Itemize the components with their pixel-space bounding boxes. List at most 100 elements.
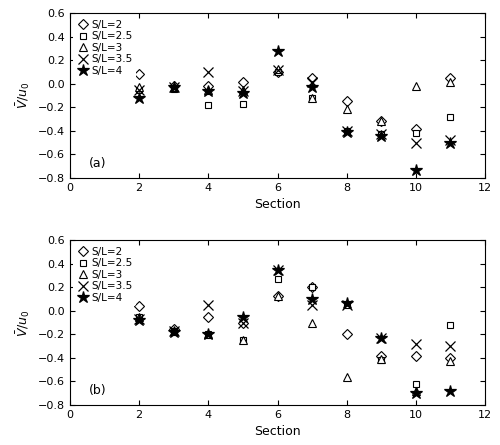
S/L=2 xyxy=(136,303,142,309)
S/L=3.5 xyxy=(240,320,246,325)
S/L=3.5 xyxy=(309,303,315,308)
S/L=3 xyxy=(171,85,177,90)
S/L=3 xyxy=(448,79,454,84)
Line: S/L=2.5: S/L=2.5 xyxy=(136,69,454,138)
S/L=2 xyxy=(171,84,177,89)
Y-axis label: $\bar{V}/u_0$: $\bar{V}/u_0$ xyxy=(15,82,32,109)
S/L=3.5 xyxy=(274,67,280,73)
S/L=2.5 xyxy=(344,303,349,308)
S/L=4 xyxy=(136,318,142,323)
S/L=4 xyxy=(378,335,384,340)
S/L=3 xyxy=(240,338,246,343)
S/L=2.5 xyxy=(274,69,280,75)
S/L=3.5 xyxy=(136,316,142,322)
S/L=2 xyxy=(309,75,315,81)
S/L=2 xyxy=(378,119,384,124)
S/L=3 xyxy=(413,84,419,89)
S/L=2 xyxy=(274,69,280,75)
S/L=2.5 xyxy=(309,95,315,101)
S/L=4 xyxy=(309,296,315,302)
S/L=2.5 xyxy=(171,328,177,334)
S/L=2.5 xyxy=(413,381,419,386)
S/L=3.5 xyxy=(413,341,419,347)
S/L=2 xyxy=(378,353,384,358)
S/L=3.5 xyxy=(274,267,280,272)
Line: S/L=3: S/L=3 xyxy=(135,65,454,125)
S/L=3.5 xyxy=(309,79,315,84)
S/L=3.5 xyxy=(206,303,212,308)
S/L=4 xyxy=(448,388,454,393)
S/L=4 xyxy=(378,133,384,138)
S/L=2.5 xyxy=(448,322,454,328)
S/L=2.5 xyxy=(309,285,315,290)
S/L=2.5 xyxy=(240,338,246,343)
Text: (a): (a) xyxy=(89,157,106,170)
S/L=4 xyxy=(344,300,349,305)
S/L=2 xyxy=(136,72,142,77)
S/L=2.5 xyxy=(171,86,177,91)
Line: S/L=3.5: S/L=3.5 xyxy=(134,65,456,147)
S/L=2 xyxy=(274,293,280,298)
S/L=3 xyxy=(413,388,419,393)
Legend: S/L=2, S/L=2.5, S/L=3, S/L=3.5, S/L=4: S/L=2, S/L=2.5, S/L=3, S/L=3.5, S/L=4 xyxy=(73,243,136,306)
S/L=3 xyxy=(309,95,315,101)
S/L=3 xyxy=(206,332,212,337)
S/L=2.5 xyxy=(378,358,384,363)
S/L=3.5 xyxy=(171,328,177,334)
S/L=2 xyxy=(448,75,454,81)
S/L=2 xyxy=(240,79,246,84)
S/L=2 xyxy=(448,355,454,360)
S/L=3 xyxy=(136,85,142,90)
S/L=2 xyxy=(206,84,212,89)
S/L=3 xyxy=(378,356,384,362)
S/L=2 xyxy=(171,326,177,331)
S/L=3.5 xyxy=(240,88,246,93)
S/L=3 xyxy=(274,293,280,298)
S/L=3.5 xyxy=(413,140,419,146)
S/L=2 xyxy=(309,285,315,290)
S/L=4 xyxy=(206,332,212,337)
S/L=3.5 xyxy=(378,132,384,137)
S/L=4 xyxy=(448,140,454,146)
S/L=2 xyxy=(206,314,212,320)
S/L=4 xyxy=(274,267,280,272)
S/L=2.5 xyxy=(448,114,454,119)
S/L=2.5 xyxy=(344,128,349,134)
S/L=3 xyxy=(309,320,315,325)
S/L=3.5 xyxy=(448,344,454,349)
S/L=3.5 xyxy=(136,87,142,93)
Legend: S/L=2, S/L=2.5, S/L=3, S/L=3.5, S/L=4: S/L=2, S/L=2.5, S/L=3, S/L=3.5, S/L=4 xyxy=(73,16,136,79)
S/L=3 xyxy=(344,374,349,380)
S/L=4 xyxy=(240,314,246,320)
S/L=3.5 xyxy=(171,85,177,90)
S/L=2 xyxy=(344,332,349,337)
Line: S/L=2.5: S/L=2.5 xyxy=(136,276,454,387)
S/L=2.5 xyxy=(206,102,212,108)
S/L=4 xyxy=(136,95,142,101)
S/L=3 xyxy=(171,328,177,334)
S/L=2 xyxy=(413,126,419,131)
S/L=3.5 xyxy=(448,138,454,143)
S/L=2.5 xyxy=(206,332,212,337)
Line: S/L=2: S/L=2 xyxy=(136,284,454,361)
S/L=3 xyxy=(206,87,212,93)
S/L=4 xyxy=(413,167,419,172)
S/L=3 xyxy=(378,119,384,124)
Line: S/L=4: S/L=4 xyxy=(133,44,456,176)
Line: S/L=3: S/L=3 xyxy=(135,291,454,395)
Line: S/L=2: S/L=2 xyxy=(136,69,454,132)
S/L=2 xyxy=(240,320,246,325)
S/L=4 xyxy=(206,88,212,93)
S/L=2.5 xyxy=(274,276,280,282)
X-axis label: Section: Section xyxy=(254,425,301,438)
S/L=4 xyxy=(413,391,419,396)
S/L=2 xyxy=(413,353,419,358)
Line: S/L=3.5: S/L=3.5 xyxy=(134,265,456,351)
S/L=3.5 xyxy=(344,128,349,134)
S/L=2.5 xyxy=(378,132,384,137)
S/L=4 xyxy=(240,91,246,96)
S/L=4 xyxy=(171,329,177,335)
Y-axis label: $\bar{V}/u_0$: $\bar{V}/u_0$ xyxy=(15,309,32,336)
S/L=4 xyxy=(274,49,280,54)
S/L=2.5 xyxy=(413,130,419,136)
